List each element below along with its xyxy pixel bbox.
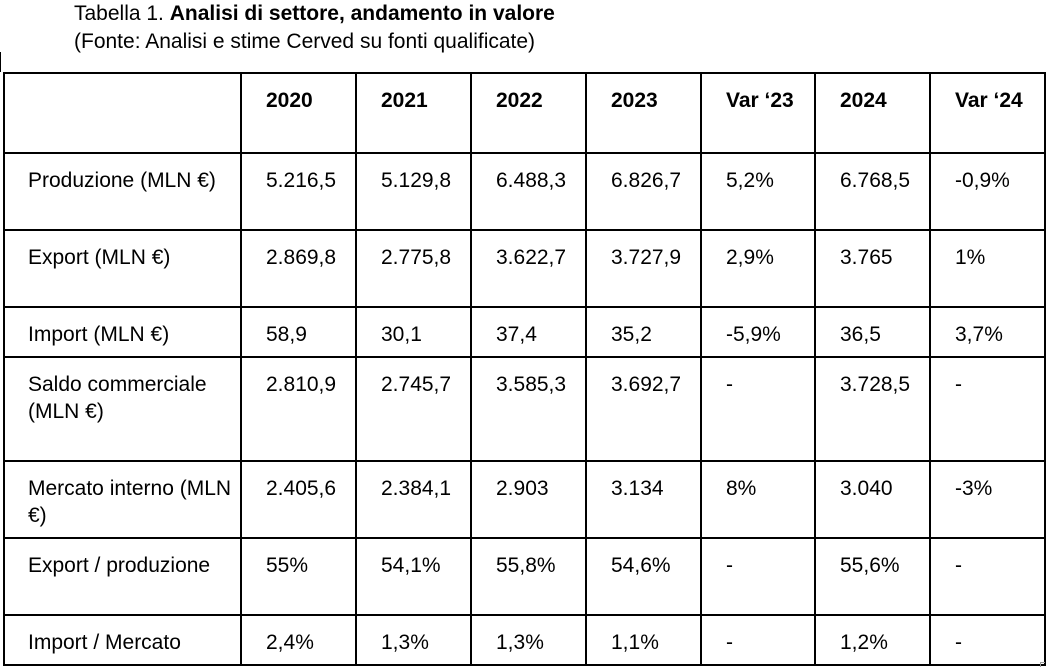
header-cell: 2024 <box>814 72 931 154</box>
table-row: Export / produzione 55% 54,1% 55,8% 54,6… <box>3 537 1046 616</box>
table-cell: 5,2% <box>700 152 816 231</box>
caption-source: (Fonte: Analisi e stime Cerved su fonti … <box>74 30 536 53</box>
table-cell: - <box>700 356 816 462</box>
page-margin-mark <box>0 52 1 72</box>
row-label: Saldo commerciale (MLN €) <box>3 356 242 462</box>
caption-title-line: Tabella 1. Analisi di settore, andamento… <box>74 0 555 28</box>
table-row: Import / Mercato 2,4% 1,3% 1,3% 1,1% - 1… <box>3 614 1046 666</box>
table-cell: 1,1% <box>585 614 702 666</box>
table-cell: 55,6% <box>814 537 931 616</box>
table-cell: 5.216,5 <box>240 152 357 231</box>
table-cell: 3.040 <box>814 460 931 539</box>
table-cell: 2.810,9 <box>240 356 357 462</box>
table-cell: 3.728,5 <box>814 356 931 462</box>
table-cell: 6.826,7 <box>585 152 702 231</box>
table-cell: 2.384,1 <box>355 460 472 539</box>
table-row: Saldo commerciale (MLN €) 2.810,9 2.745,… <box>3 356 1046 462</box>
table-cell: 54,1% <box>355 537 472 616</box>
table-cell: 2.903 <box>470 460 587 539</box>
table-cell: 2,9% <box>700 229 816 308</box>
table-cell: 5.129,8 <box>355 152 472 231</box>
header-cell: 2023 <box>585 72 702 154</box>
table-cell: - <box>929 537 1046 616</box>
table-cell: - <box>700 537 816 616</box>
header-cell: 2022 <box>470 72 587 154</box>
header-cell <box>3 72 242 154</box>
row-label: Import (MLN €) <box>3 306 242 358</box>
header-cell: Var ‘23 <box>700 72 816 154</box>
table-cell: 37,4 <box>470 306 587 358</box>
table-cell: 3.692,7 <box>585 356 702 462</box>
table-cell: 35,2 <box>585 306 702 358</box>
table-cell: 1,3% <box>470 614 587 666</box>
table-cell: 2.745,7 <box>355 356 472 462</box>
header-cell: 2020 <box>240 72 357 154</box>
table-cell: 54,6% <box>585 537 702 616</box>
header-cell: 2021 <box>355 72 472 154</box>
row-label: Import / Mercato <box>3 614 242 666</box>
table-cell: 6.768,5 <box>814 152 931 231</box>
header-cell: Var ‘24 <box>929 72 1046 154</box>
table-cell: 2.775,8 <box>355 229 472 308</box>
table-cell: 2.869,8 <box>240 229 357 308</box>
table-cell: 36,5 <box>814 306 931 358</box>
row-label: Export (MLN €) <box>3 229 242 308</box>
table-header-row: 2020 2021 2022 2023 Var ‘23 2024 Var ‘24 <box>3 72 1046 154</box>
table-cell: 6.488,3 <box>470 152 587 231</box>
table-cell: - <box>700 614 816 666</box>
table-cell: 55% <box>240 537 357 616</box>
row-label: Produzione (MLN €) <box>3 152 242 231</box>
table-cell: 1% <box>929 229 1046 308</box>
table-cell: 1,2% <box>814 614 931 666</box>
table-cell: - <box>929 614 1046 666</box>
table-cell: -0,9% <box>929 152 1046 231</box>
table-cell: - <box>929 356 1046 462</box>
table-row: Import (MLN €) 58,9 30,1 37,4 35,2 -5,9%… <box>3 306 1046 358</box>
table-cell: 3,7% <box>929 306 1046 358</box>
table-cell: 3.585,3 <box>470 356 587 462</box>
page-corner-mark <box>1040 662 1045 667</box>
table-cell: 2.405,6 <box>240 460 357 539</box>
table-cell: 2,4% <box>240 614 357 666</box>
table-cell: 8% <box>700 460 816 539</box>
table-cell: 3.765 <box>814 229 931 308</box>
table-cell: 55,8% <box>470 537 587 616</box>
table-caption: Tabella 1. Analisi di settore, andamento… <box>74 0 555 56</box>
caption-prefix: Tabella 1. <box>74 2 170 25</box>
row-label: Export / produzione <box>3 537 242 616</box>
data-table: 2020 2021 2022 2023 Var ‘23 2024 Var ‘24… <box>3 72 1046 666</box>
table-cell: 30,1 <box>355 306 472 358</box>
table-row: Produzione (MLN €) 5.216,5 5.129,8 6.488… <box>3 152 1046 231</box>
table-cell: 1,3% <box>355 614 472 666</box>
table-cell: 3.134 <box>585 460 702 539</box>
row-label: Mercato interno (MLN €) <box>3 460 242 539</box>
table-cell: 3.622,7 <box>470 229 587 308</box>
table-cell: -5,9% <box>700 306 816 358</box>
table-cell: 58,9 <box>240 306 357 358</box>
table-row: Mercato interno (MLN €) 2.405,6 2.384,1 … <box>3 460 1046 539</box>
table-cell: 3.727,9 <box>585 229 702 308</box>
caption-title: Analisi di settore, andamento in valore <box>169 2 555 25</box>
table-row: Export (MLN €) 2.869,8 2.775,8 3.622,7 3… <box>3 229 1046 308</box>
table-cell: -3% <box>929 460 1046 539</box>
